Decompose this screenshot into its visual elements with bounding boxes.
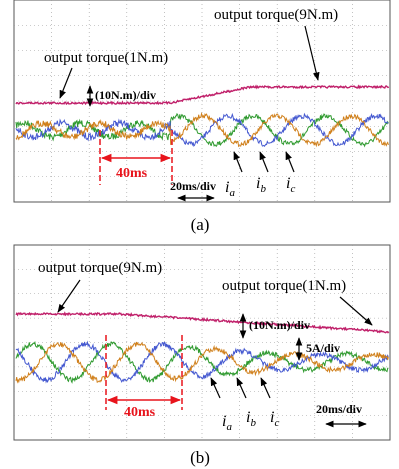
arrow <box>60 68 72 98</box>
grid <box>14 0 390 202</box>
arrow <box>340 297 372 325</box>
label: 40ms <box>124 405 156 420</box>
label: c <box>274 417 279 429</box>
label: a <box>229 187 235 199</box>
arrow <box>260 152 268 172</box>
torque-trace <box>16 86 389 104</box>
label: output torque(9N.m) <box>38 260 162 276</box>
label: ia <box>222 413 232 433</box>
label: output torque(1N.m) <box>222 278 346 294</box>
label: b <box>260 183 266 195</box>
panel-a: output torque(1N.m) output torque(9N.m) … <box>14 0 390 234</box>
waveforms <box>16 86 389 146</box>
caption: (b) <box>190 448 210 467</box>
label: ib <box>256 175 266 195</box>
label: 5A/div <box>306 341 340 355</box>
label: a <box>226 421 232 433</box>
label: ia <box>225 179 235 199</box>
arrow <box>261 378 270 398</box>
label: c <box>290 183 295 195</box>
caption: (a) <box>191 215 210 234</box>
label: ib <box>246 409 256 429</box>
label: output torque(9N.m) <box>214 7 338 23</box>
figure: output torque(1N.m) output torque(9N.m) … <box>0 0 399 469</box>
label: output torque(1N.m) <box>44 50 168 66</box>
label: (10N.m)/div <box>95 88 156 102</box>
label: (10N.m)/div <box>249 318 310 332</box>
panel-b: output torque(9N.m) output torque(1N.m) … <box>14 245 390 467</box>
arrow <box>234 152 242 172</box>
arrow <box>58 280 80 312</box>
label: 20ms/div <box>316 402 362 416</box>
label: ic <box>286 175 295 195</box>
label: 40ms <box>116 166 148 181</box>
label: ic <box>270 409 279 429</box>
label: b <box>250 417 256 429</box>
torque-trace <box>16 313 389 333</box>
arrow <box>237 378 246 398</box>
arrow <box>286 152 294 172</box>
label: 20ms/div <box>170 179 216 193</box>
arrow <box>211 378 220 398</box>
arrow <box>305 26 318 80</box>
